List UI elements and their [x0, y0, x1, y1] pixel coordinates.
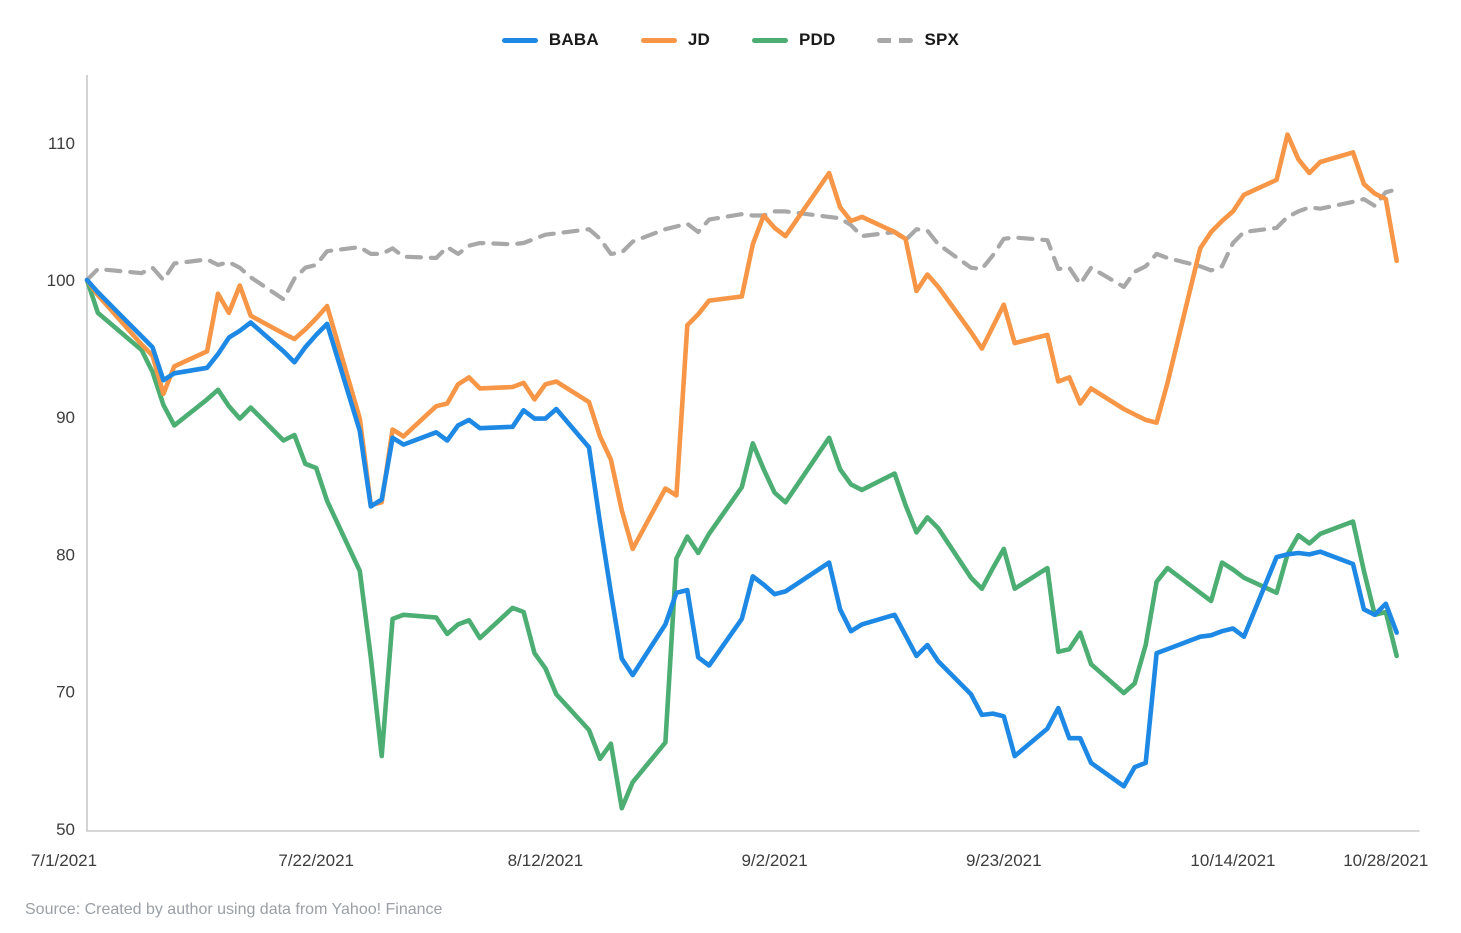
legend: BABA JD PDD SPX [0, 30, 1461, 50]
x-axis-label: 8/12/2021 [508, 851, 584, 870]
legend-swatch-baba [501, 37, 538, 43]
series-line-jd [84, 132, 1399, 552]
legend-swatch-spx [877, 37, 914, 43]
y-axis-label: 90 [56, 408, 75, 427]
x-axis-label: 9/23/2021 [966, 851, 1042, 870]
legend-item-jd: JD [640, 30, 710, 50]
y-axis-label: 80 [56, 545, 75, 564]
legend-label-spx: SPX [924, 30, 960, 49]
y-axis-label: 50 [56, 820, 75, 839]
y-axis-label: 100 [47, 271, 75, 290]
legend-swatch-jd [640, 37, 677, 43]
x-axis-label: 10/14/2021 [1190, 851, 1275, 870]
legend-label-jd: JD [687, 30, 710, 49]
y-axis-label: 110 [48, 134, 75, 153]
legend-item-spx: SPX [877, 30, 959, 50]
x-axis-label: 10/28/2021 [1343, 851, 1428, 870]
x-axis-label: 7/22/2021 [278, 851, 354, 870]
series-line-spx [84, 187, 1399, 302]
legend-swatch-pdd [751, 37, 788, 43]
source-note: Source: Created by author using data fro… [25, 901, 443, 918]
legend-label-baba: BABA [548, 30, 599, 49]
x-axis-label: 7/1/2021 [31, 851, 97, 870]
x-axis-label: 9/2/2021 [741, 851, 807, 870]
series-line-baba [84, 277, 1399, 789]
legend-item-pdd: PDD [751, 30, 836, 50]
y-axis-label: 70 [56, 683, 75, 702]
series-line-pdd [84, 277, 1399, 811]
legend-label-pdd: PDD [798, 30, 836, 49]
legend-item-baba: BABA [501, 30, 599, 50]
